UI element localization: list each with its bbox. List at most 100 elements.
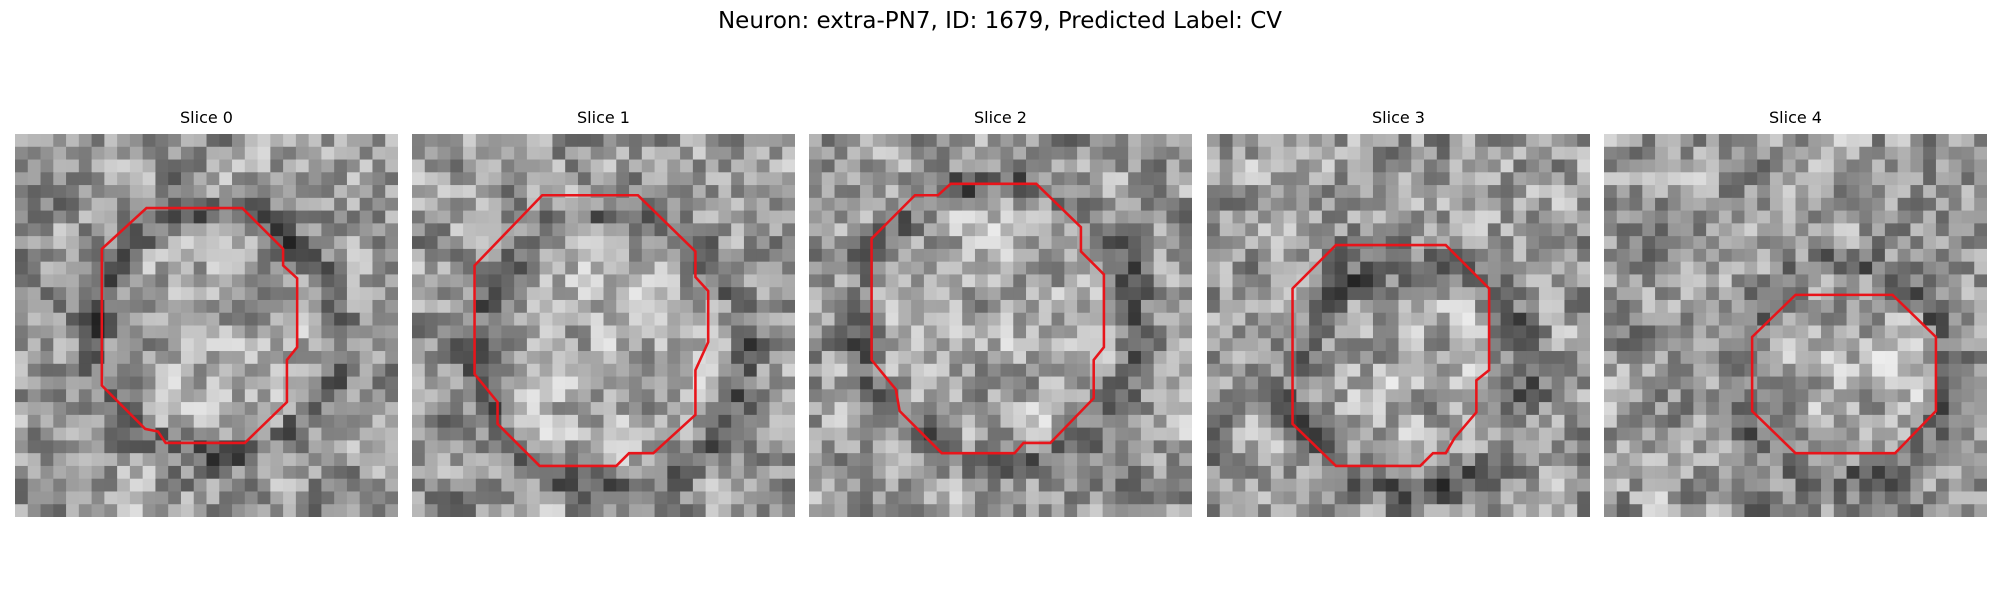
- pixel: [885, 351, 899, 365]
- pixel: [385, 440, 398, 454]
- pixel: [295, 363, 310, 378]
- pixel: [1245, 236, 1259, 250]
- pixel: [1179, 363, 1192, 378]
- pixel: [1513, 325, 1527, 339]
- pixel: [629, 172, 643, 186]
- pixel: [1038, 491, 1053, 505]
- pixel: [1872, 134, 1886, 148]
- pixel: [1846, 376, 1860, 390]
- pixel: [104, 465, 118, 480]
- pixel: [1500, 338, 1514, 352]
- pixel: [270, 210, 284, 224]
- pixel: [974, 363, 989, 378]
- pixel: [346, 389, 361, 403]
- pixel: [1655, 351, 1669, 365]
- pixel: [1179, 453, 1192, 467]
- pixel: [1513, 363, 1527, 378]
- pixel: [1360, 376, 1374, 390]
- pixel: [1245, 274, 1259, 288]
- pixel: [1360, 389, 1374, 403]
- pixel: [1757, 185, 1771, 199]
- pixel: [1153, 261, 1167, 275]
- pixel: [1744, 414, 1758, 429]
- pixel: [526, 465, 541, 480]
- pixel: [40, 465, 54, 480]
- pixel: [1179, 223, 1192, 237]
- pixel: [437, 312, 451, 327]
- pixel: [1102, 146, 1116, 161]
- pixel: [424, 210, 439, 224]
- pixel: [1424, 223, 1438, 237]
- pixel: [654, 504, 668, 517]
- pixel: [1372, 159, 1387, 173]
- pixel: [641, 223, 656, 237]
- pixel: [1232, 389, 1246, 403]
- pixel: [27, 504, 42, 517]
- pixel: [257, 299, 271, 314]
- pixel: [1334, 376, 1348, 390]
- pixel: [1347, 363, 1361, 378]
- pixel: [629, 351, 643, 365]
- pixel: [1207, 453, 1221, 467]
- pixel: [142, 389, 156, 403]
- pixel: [885, 427, 899, 441]
- pixel: [104, 312, 118, 327]
- pixel: [1935, 427, 1950, 441]
- pixel: [1513, 465, 1527, 480]
- pixel: [244, 185, 259, 199]
- pixel: [1013, 376, 1027, 390]
- pixel: [1309, 299, 1323, 314]
- pixel: [232, 185, 246, 199]
- panel-title: Slice 2: [974, 108, 1027, 127]
- pixel: [911, 312, 925, 327]
- pixel: [1897, 146, 1911, 161]
- pixel: [885, 312, 899, 327]
- pixel: [1296, 351, 1310, 365]
- pixel: [1795, 376, 1809, 390]
- pixel: [129, 274, 144, 288]
- pixel: [1026, 146, 1040, 161]
- pixel: [1115, 248, 1129, 263]
- pixel: [1051, 351, 1065, 365]
- pixel: [603, 312, 617, 327]
- pixel: [743, 427, 758, 441]
- pixel: [1744, 261, 1758, 275]
- pixel: [821, 389, 836, 403]
- pixel: [1038, 312, 1053, 327]
- pixel: [1731, 287, 1745, 301]
- pixel: [1923, 389, 1937, 403]
- pixel: [129, 248, 144, 263]
- pixel: [1961, 338, 1975, 352]
- pixel: [577, 376, 592, 390]
- pixel: [718, 236, 732, 250]
- pixel: [872, 504, 887, 517]
- pixel: [15, 491, 29, 505]
- pixel: [117, 197, 131, 212]
- pixel: [1910, 465, 1924, 480]
- pixel: [872, 159, 887, 173]
- pixel: [1077, 185, 1091, 199]
- pixel: [475, 478, 490, 492]
- pixel: [1038, 325, 1053, 339]
- pixel: [603, 210, 617, 224]
- pixel: [321, 236, 335, 250]
- pixel: [1808, 427, 1822, 441]
- pixel: [962, 197, 976, 212]
- pixel: [1769, 465, 1784, 480]
- pixel: [372, 185, 386, 199]
- pixel: [1436, 414, 1451, 429]
- pixel: [1974, 172, 1987, 186]
- pixel: [834, 274, 848, 288]
- pixel: [270, 185, 284, 199]
- pixel: [1038, 299, 1053, 314]
- pixel: [1538, 197, 1553, 212]
- pixel: [1064, 261, 1078, 275]
- pixel: [782, 465, 795, 480]
- pixel: [1935, 134, 1950, 148]
- pixel: [424, 248, 439, 263]
- pixel: [1974, 351, 1987, 365]
- pixel: [142, 504, 156, 517]
- pixel: [1140, 299, 1155, 314]
- pixel: [1757, 402, 1771, 416]
- pixel: [40, 363, 54, 378]
